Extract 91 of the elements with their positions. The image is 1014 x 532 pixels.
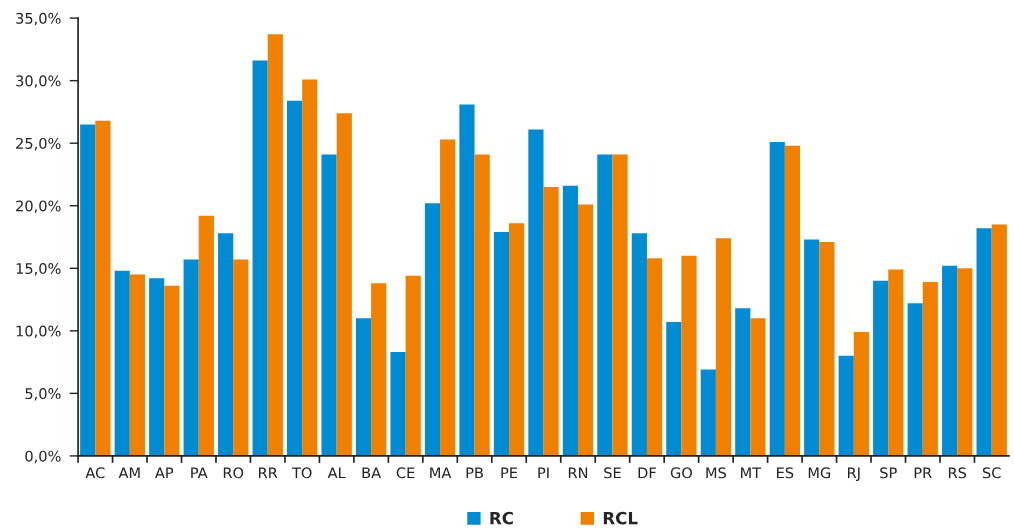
x-tick-label: PB (466, 467, 483, 479)
x-tick-label: PE (501, 467, 518, 479)
bar (440, 139, 456, 456)
bar (198, 215, 214, 456)
bar (183, 259, 199, 456)
bar (302, 79, 318, 456)
bar (543, 186, 559, 456)
bar (942, 265, 958, 456)
x-tick-label: MT (741, 467, 762, 479)
bar (459, 104, 475, 456)
y-tick-label: 25,0% (16, 137, 61, 151)
x-tick-label: AP (155, 467, 174, 479)
bar (424, 203, 441, 456)
bar (681, 255, 697, 456)
bar (562, 185, 578, 456)
x-tick-label: GO (670, 467, 692, 479)
bar (907, 303, 923, 456)
bar (474, 154, 490, 456)
bar (80, 124, 96, 456)
x-tick-label: DF (638, 467, 656, 479)
bar (646, 258, 663, 456)
bar (597, 154, 613, 456)
bar (804, 239, 820, 456)
bar (252, 60, 268, 456)
x-tick-label: PR (914, 467, 932, 479)
bar (612, 154, 628, 456)
x-tick-label: MS (706, 467, 726, 479)
y-tick-label: 15,0% (16, 263, 61, 276)
bar (95, 120, 111, 456)
bar (218, 233, 234, 456)
bar (838, 355, 854, 456)
bar (666, 322, 682, 456)
bar (405, 275, 421, 456)
x-tick-label: SE (604, 467, 621, 479)
bar (750, 318, 766, 456)
x-tick-label: MA (430, 467, 452, 479)
x-tick-label: RN (568, 467, 588, 479)
bar (528, 129, 544, 456)
bar (164, 285, 180, 456)
bar (390, 352, 406, 456)
x-tick-label: RR (258, 467, 278, 479)
x-tick-label: RO (223, 467, 244, 479)
bar (233, 259, 249, 456)
x-tick-label: SP (880, 467, 897, 479)
bar (715, 238, 732, 456)
bar (873, 280, 889, 456)
bar (991, 224, 1007, 456)
x-tick-label: ES (777, 467, 794, 479)
y-tick-label: 30,0% (16, 75, 61, 88)
y-tick-label: 10,0% (16, 325, 61, 339)
bar (493, 232, 510, 456)
x-tick-label: AM (118, 467, 140, 479)
y-tick-label: 35,0% (16, 12, 61, 26)
bar (509, 223, 525, 456)
x-tick-label: AC (85, 467, 105, 479)
bar (888, 269, 904, 456)
x-tick-label: PA (191, 467, 208, 479)
bar (114, 270, 130, 456)
x-tick-label: CE (396, 467, 415, 479)
bar (700, 369, 716, 456)
legend-label: RC (490, 511, 513, 525)
y-tick-label: 20,0% (16, 200, 61, 213)
x-tick-label: TO (291, 467, 312, 479)
bar (976, 228, 992, 456)
bar (355, 318, 372, 456)
x-tick-label: BA (362, 467, 381, 479)
x-tick-label: MG (808, 467, 831, 479)
bar (287, 100, 303, 456)
y-tick-label: 5,0% (25, 388, 61, 401)
bar (267, 34, 283, 456)
bar (784, 145, 801, 456)
bar (336, 113, 352, 456)
bar (321, 154, 337, 456)
bar (631, 233, 647, 456)
bar (957, 268, 973, 456)
bar (769, 141, 785, 456)
bar (853, 332, 869, 456)
bar (371, 283, 387, 456)
bar (149, 278, 165, 456)
x-tick-label: PI (538, 467, 549, 479)
legend-label: RCL (603, 511, 638, 525)
x-tick-label: AL (327, 467, 346, 479)
x-tick-label: RJ (848, 467, 860, 482)
x-tick-label: SC (982, 467, 1001, 479)
bar (922, 282, 938, 456)
x-tick-label: RS (948, 467, 967, 479)
y-tick-label: 0,0% (25, 450, 61, 464)
bar (735, 308, 751, 456)
bar (129, 274, 145, 456)
bar (577, 204, 594, 456)
bar (819, 242, 835, 456)
